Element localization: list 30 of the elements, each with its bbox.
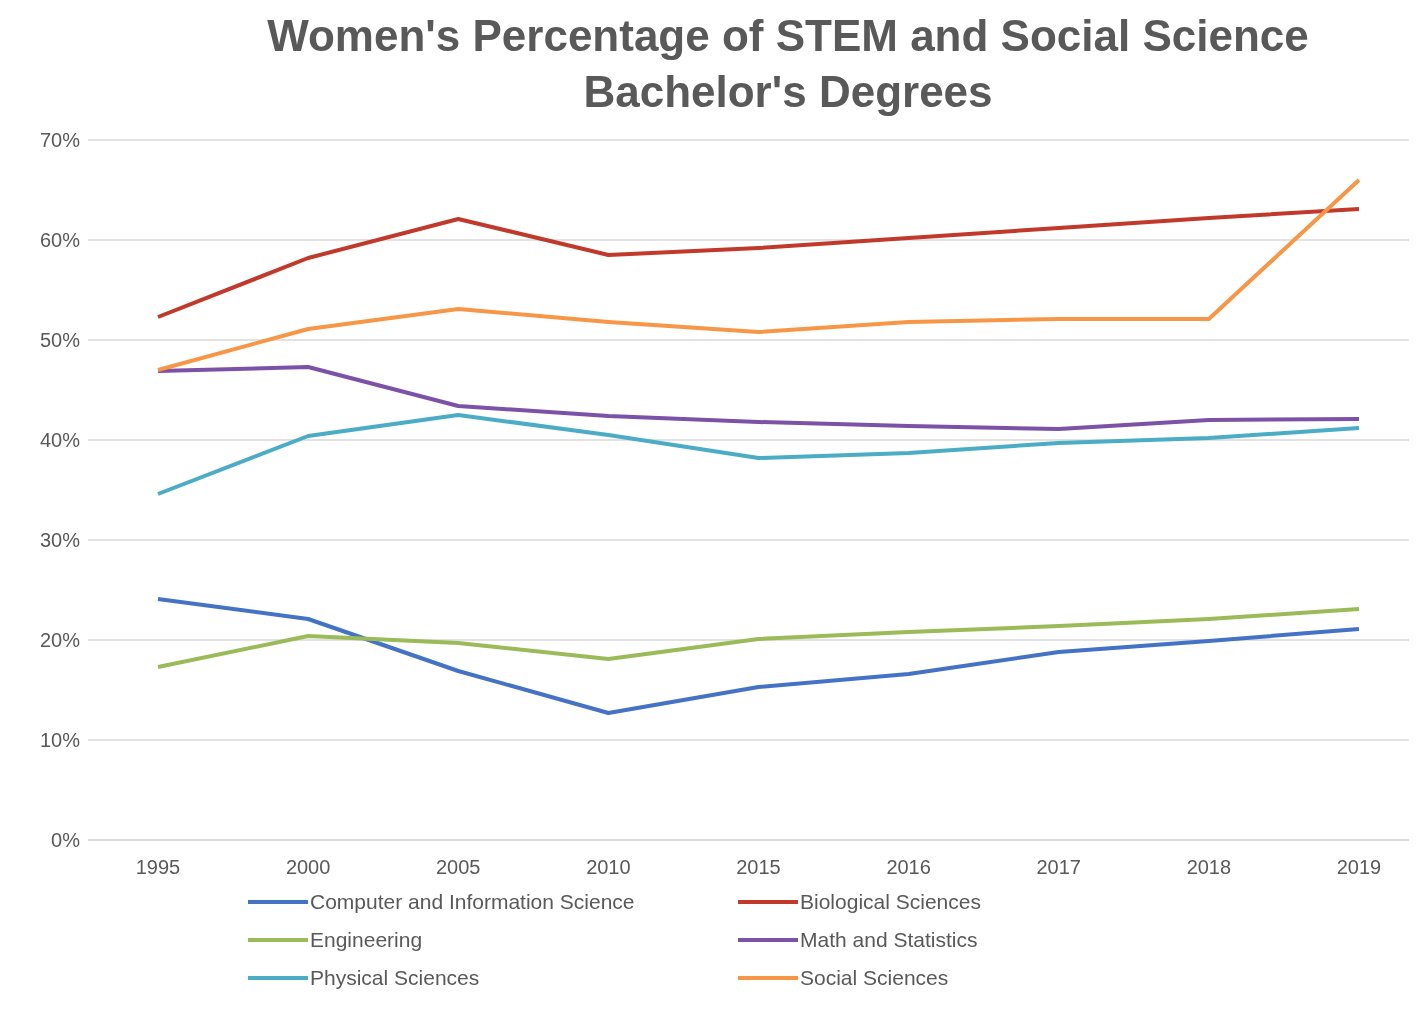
x-tick-label: 2018 <box>1186 856 1232 879</box>
x-tick-label: 2000 <box>285 856 331 879</box>
line-series <box>156 597 1361 715</box>
legend-label: Social Sciences <box>800 966 949 990</box>
y-tick-label: 0% <box>51 829 81 852</box>
y-tick-label: 30% <box>39 529 81 552</box>
y-tick-label: 10% <box>39 729 81 752</box>
line-series <box>156 365 1361 431</box>
y-tick-label: 40% <box>39 429 81 452</box>
line-series <box>156 413 1361 496</box>
chart-title: Women's Percentage of STEM and Social Science Bachelor's Degrees <box>266 10 1310 118</box>
legend-label: Math and Statistics <box>800 928 978 952</box>
x-tick-label: 1995 <box>135 856 181 879</box>
x-tick-label: 2019 <box>1336 856 1382 879</box>
legend-label: Engineering <box>310 928 423 952</box>
x-tick-label: 2005 <box>436 856 481 879</box>
y-tick-label: 70% <box>39 129 81 152</box>
x-tick-label: 2010 <box>586 856 631 879</box>
y-tick-label: 50% <box>39 329 81 352</box>
legend-label: Computer and Information Science <box>310 890 635 914</box>
x-tick-label: 2016 <box>886 856 931 879</box>
x-tick-label: 2017 <box>1036 856 1081 879</box>
line-series <box>156 607 1361 669</box>
x-tick-label: 2015 <box>736 856 781 879</box>
y-tick-label: 60% <box>39 229 81 252</box>
legend-label: Physical Sciences <box>310 966 480 990</box>
line-series <box>156 207 1361 319</box>
line-series <box>156 178 1361 372</box>
legend-label: Biological Sciences <box>800 890 981 914</box>
y-tick-label: 20% <box>39 629 81 652</box>
